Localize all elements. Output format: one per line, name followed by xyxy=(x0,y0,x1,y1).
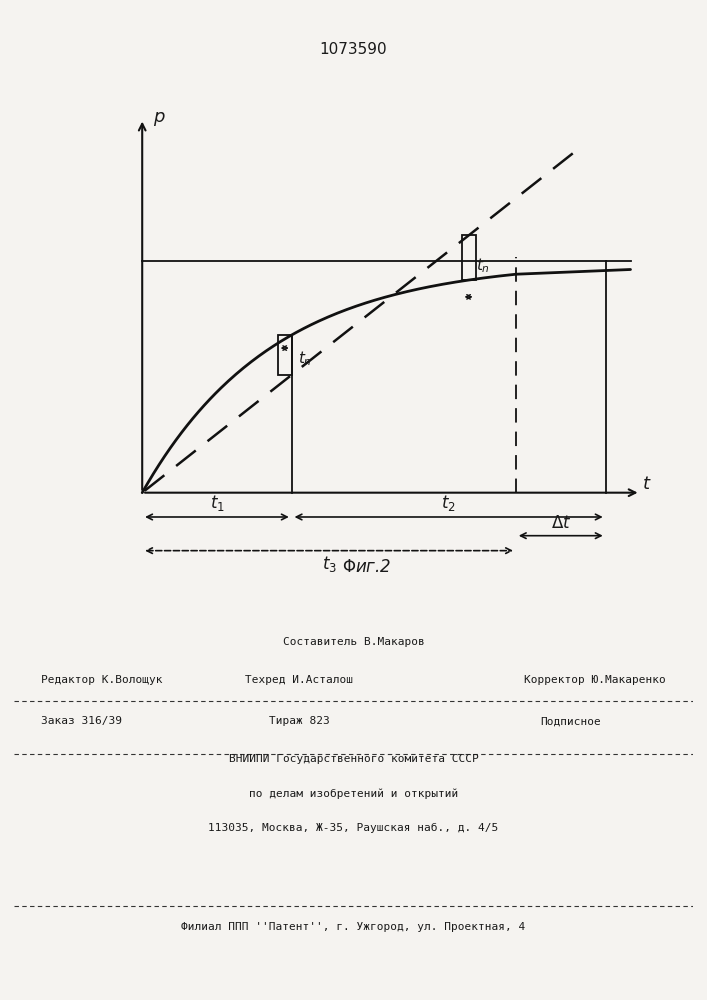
Text: Филиал ППП ''Патент'', г. Ужгород, ул. Проектная, 4: Филиал ППП ''Патент'', г. Ужгород, ул. П… xyxy=(182,922,525,932)
Bar xyxy=(278,335,292,375)
Text: Корректор Ю.Макаренко: Корректор Ю.Макаренко xyxy=(524,675,666,685)
Text: Тираж 823: Тираж 823 xyxy=(269,716,329,726)
Text: Редактор К.Волощук: Редактор К.Волощук xyxy=(41,675,163,685)
Text: t: t xyxy=(643,475,650,493)
Text: $t_2$: $t_2$ xyxy=(441,493,456,513)
Text: Заказ 316/39: Заказ 316/39 xyxy=(41,716,122,726)
Text: p: p xyxy=(153,108,165,126)
Text: $t_3$: $t_3$ xyxy=(322,554,337,574)
Text: Составитель В.Макаров: Составитель В.Макаров xyxy=(283,637,424,647)
Text: $t_1$: $t_1$ xyxy=(209,493,224,513)
Text: $\Phi$иг.2: $\Phi$иг.2 xyxy=(342,558,391,576)
Text: 113035, Москва, Ж-35, Раушская наб., д. 4/5: 113035, Москва, Ж-35, Раушская наб., д. … xyxy=(209,823,498,833)
Text: Подписное: Подписное xyxy=(540,716,601,726)
Text: ВНИИПИ Государственного комитета СССР: ВНИИПИ Государственного комитета СССР xyxy=(228,754,479,764)
Text: $\Delta t$: $\Delta t$ xyxy=(551,514,571,532)
Text: 1073590: 1073590 xyxy=(320,42,387,57)
Bar xyxy=(462,235,476,280)
Text: $t_n$: $t_n$ xyxy=(298,349,312,368)
Text: Техред И.Асталош: Техред И.Асталош xyxy=(245,675,354,685)
Text: по делам изобретений и открытий: по делам изобретений и открытий xyxy=(249,789,458,799)
Text: $t_n$: $t_n$ xyxy=(476,256,490,275)
